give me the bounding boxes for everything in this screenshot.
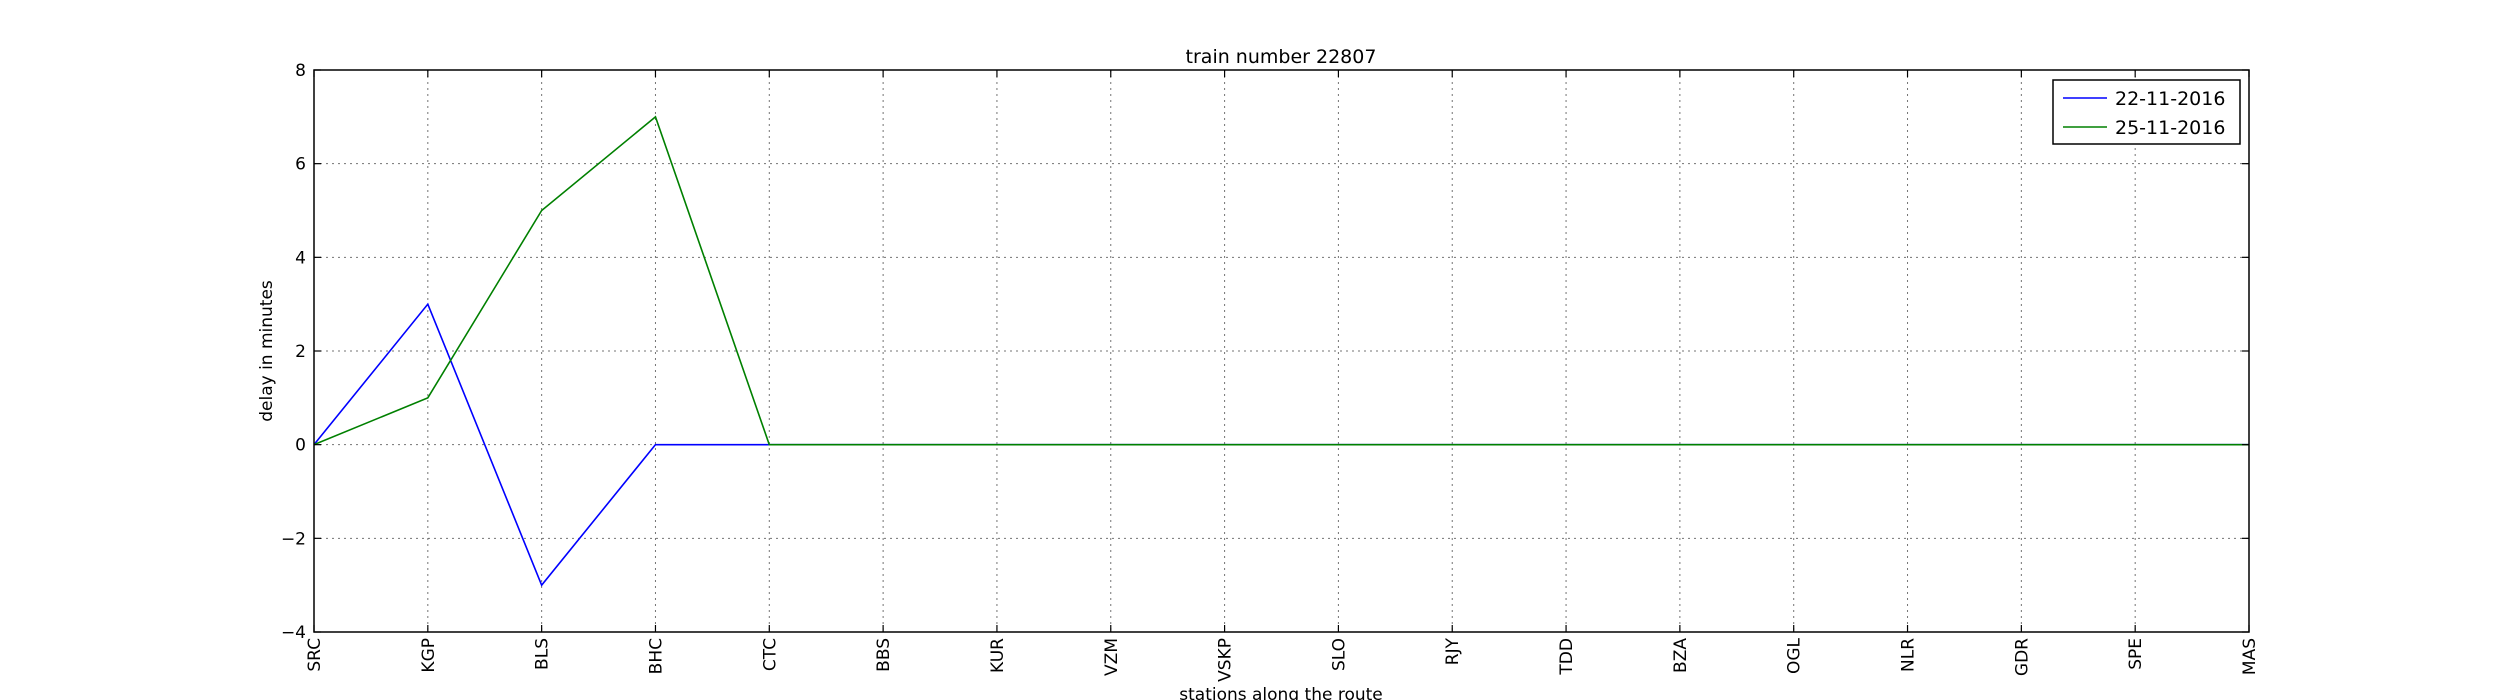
x-tick-label: GDR (2012, 638, 2032, 676)
x-tick-label: SLO (1329, 638, 1349, 671)
legend: 22-11-2016 25-11-2016 (2052, 79, 2241, 145)
x-tick-label: BLS (533, 638, 553, 670)
y-tick-label: 0 (295, 436, 306, 456)
legend-entries: 22-11-2016 25-11-2016 (2063, 88, 2225, 139)
series-line-2 (313, 115, 2249, 446)
series-layer (313, 115, 2249, 587)
y-tick-label: −2 (281, 529, 306, 549)
chart-title: train number 22807 (1186, 46, 1377, 68)
x-tick-label: BBS (874, 638, 894, 672)
x-axis-label: stations along the route (1179, 685, 1383, 700)
y-tick-label: 8 (295, 61, 306, 81)
y-tick-label: 6 (295, 155, 306, 175)
x-tick-label: VZM (1102, 638, 1122, 676)
x-tick-label: SRC (305, 638, 325, 672)
x-tick-label: SPE (2126, 638, 2146, 670)
ticks-layer: SRC KGP BLS BHC CTC BBS KUR VZM VSKP SLO RJY TDD BZA… (281, 61, 2260, 682)
x-tick-label: CTC (760, 638, 780, 671)
x-tick-label: NLR (1899, 638, 1919, 672)
x-tick-label: OGL (1785, 637, 1805, 674)
legend-box (2052, 79, 2241, 145)
legend-label-2: 25-11-2016 (2115, 117, 2225, 139)
x-tick-label: BZA (1671, 638, 1691, 673)
y-tick-label: 4 (295, 248, 306, 268)
x-tick-label: KGP (419, 638, 439, 673)
y-axis-label: delay in minutes (257, 280, 277, 422)
x-tick-label: RJY (1443, 637, 1463, 665)
x-tick-label: TDD (1557, 638, 1577, 676)
legend-label-1: 22-11-2016 (2115, 88, 2225, 110)
x-tick-label: BHC (646, 638, 666, 674)
y-tick-label: −4 (281, 623, 306, 643)
x-tick-label: KUR (988, 638, 1008, 673)
grid-layer (314, 70, 2249, 632)
x-tick-label: MAS (2240, 638, 2260, 675)
x-tick-label: VSKP (1216, 638, 1236, 682)
y-tick-label: 2 (295, 342, 306, 362)
